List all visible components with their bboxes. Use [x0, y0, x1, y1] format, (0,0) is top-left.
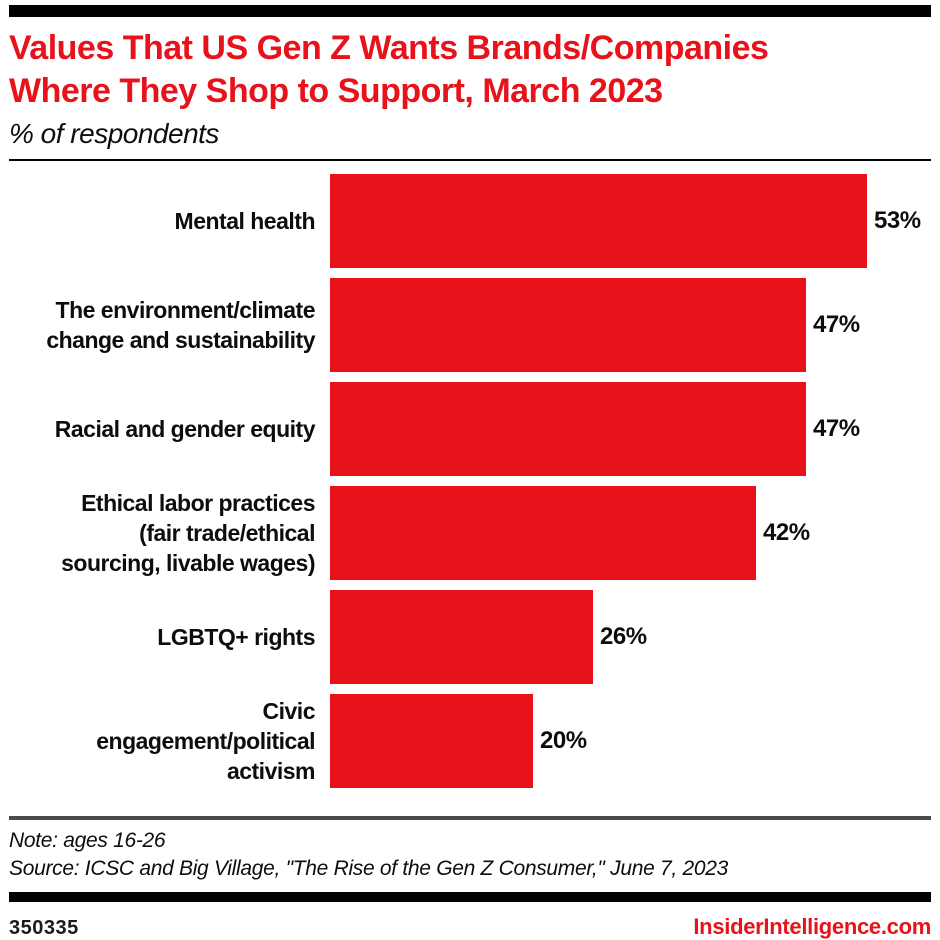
bar-lgbtq-rights [330, 590, 593, 684]
notes-block: Note: ages 16-26 Source: ICSC and Big Vi… [9, 820, 931, 892]
bar-track: 26% [330, 590, 931, 684]
row-ethical-labor: Ethical labor practices (fair trade/ethi… [9, 486, 931, 580]
row-lgbtq-rights: LGBTQ+ rights 26% [9, 590, 931, 684]
row-environment: The environment/climate change and susta… [9, 278, 931, 372]
value-label: 42% [763, 519, 810, 546]
category-label: The environment/climate change and susta… [46, 297, 315, 353]
footer-divider [9, 892, 931, 902]
bar-track: 47% [330, 382, 931, 476]
row-mental-health: Mental health 53% [9, 174, 931, 268]
top-rule [9, 5, 931, 17]
bar-mental-health [330, 174, 867, 268]
bar-track: 20% [330, 694, 931, 788]
note-text: Note: ages 16-26 [9, 829, 166, 852]
brand-site-link[interactable]: InsiderIntelligence.com [693, 914, 931, 939]
row-racial-gender-equity: Racial and gender equity 47% [9, 382, 931, 476]
header-divider [9, 159, 931, 161]
bar-racial-gender-equity [330, 382, 806, 476]
bar-track: 47% [330, 278, 931, 372]
source-text: Source: ICSC and Big Village, "The Rise … [9, 857, 728, 880]
value-label: 20% [540, 727, 587, 754]
category-label: Ethical labor practices (fair trade/ethi… [61, 490, 315, 576]
footer: 350335 InsiderIntelligence.com [9, 914, 931, 940]
notes-divider [9, 816, 931, 820]
bar-civic-engagement [330, 694, 533, 788]
row-civic-engagement: Civic engagement/political activism 20% [9, 694, 931, 788]
bar-chart: Mental health 53% The environment/climat… [9, 161, 931, 788]
chart-title: Values That US Gen Z Wants Brands/Compan… [9, 29, 769, 110]
value-label: 26% [600, 623, 647, 650]
category-label: Civic engagement/political activism [96, 698, 315, 784]
chart-subtitle: % of respondents [9, 118, 219, 149]
bar-track: 42% [330, 486, 931, 580]
category-label: LGBTQ+ rights [157, 624, 315, 650]
value-label: 53% [874, 207, 921, 234]
chart-id: 350335 [9, 917, 79, 939]
value-label: 47% [813, 311, 860, 338]
category-label: Racial and gender equity [54, 416, 316, 442]
bar-environment [330, 278, 806, 372]
bar-track: 53% [330, 174, 931, 268]
category-label: Mental health [174, 208, 316, 234]
chart-page: Values That US Gen Z Wants Brands/Compan… [0, 5, 940, 940]
bar-ethical-labor [330, 486, 756, 580]
value-label: 47% [813, 415, 860, 442]
